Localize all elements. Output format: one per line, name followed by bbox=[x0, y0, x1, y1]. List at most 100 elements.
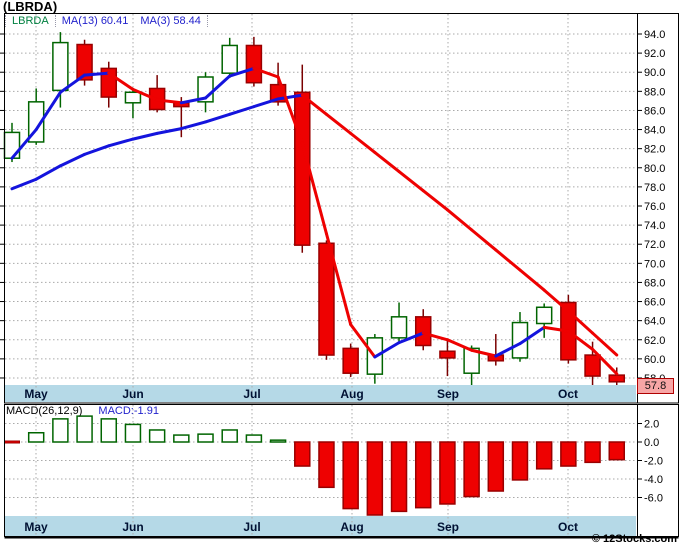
macd-bar bbox=[269, 439, 287, 443]
candle bbox=[76, 39, 93, 86]
price-axis-label: 72.0 bbox=[644, 239, 665, 251]
ma13-label: MA(13) bbox=[61, 15, 98, 27]
page-title: (LBRDA) bbox=[3, 0, 58, 14]
macd-bars bbox=[4, 415, 625, 516]
price-axis-label: 94.0 bbox=[644, 29, 665, 41]
price-legend: LBRDA MA(13) 60.41 MA(3) 58.44 bbox=[5, 15, 208, 27]
candle bbox=[245, 36, 263, 87]
macd-bar bbox=[197, 433, 214, 443]
price-axis-label: 90.0 bbox=[644, 67, 665, 79]
month-label: Aug bbox=[340, 520, 363, 534]
candles bbox=[3, 32, 625, 385]
macd-panel-border bbox=[4, 404, 679, 537]
month-label: May bbox=[24, 387, 48, 401]
macd-bar bbox=[463, 441, 480, 498]
price-axis-label: 92.0 bbox=[644, 48, 665, 60]
month-label: Sep bbox=[437, 520, 459, 534]
last-price-tag: 57.8 bbox=[637, 378, 674, 394]
price-month-strip bbox=[5, 385, 636, 402]
price-axis-label: 88.0 bbox=[644, 86, 665, 98]
macd-value-label: MACD:-1.91 bbox=[98, 405, 159, 417]
candle bbox=[390, 302, 408, 344]
macd-bar bbox=[608, 441, 625, 461]
price-axis-label: 68.0 bbox=[644, 277, 665, 289]
ma3-label: MA(3) bbox=[140, 15, 171, 27]
price-axis-label: 84.0 bbox=[644, 125, 665, 137]
macd-bar bbox=[148, 429, 166, 443]
candle bbox=[52, 32, 69, 108]
price-axis-label: 78.0 bbox=[644, 182, 665, 194]
candle bbox=[366, 334, 384, 384]
macd-legend: MACD(26,12,9) MACD:-1.91 bbox=[6, 405, 159, 417]
price-axis-label: 82.0 bbox=[644, 144, 665, 156]
macd-bar bbox=[27, 432, 45, 443]
month-label: Jul bbox=[243, 387, 260, 401]
price-axis-label: 80.0 bbox=[644, 163, 665, 175]
candle bbox=[342, 343, 359, 378]
month-label: Oct bbox=[558, 387, 578, 401]
price-axis-label: 86.0 bbox=[644, 105, 665, 117]
price-axis-label: 76.0 bbox=[644, 201, 665, 213]
macd-bar bbox=[294, 441, 311, 467]
ma3-value: 58.44 bbox=[173, 15, 201, 27]
candle bbox=[511, 312, 529, 362]
price-axis-label: 66.0 bbox=[644, 297, 665, 309]
month-label: Jun bbox=[122, 387, 143, 401]
month-label: Aug bbox=[340, 387, 363, 401]
macd-bar bbox=[124, 423, 142, 443]
macd-bar bbox=[173, 434, 190, 443]
macd-bar bbox=[584, 441, 601, 464]
macd-axis-label: -2.0 bbox=[644, 456, 663, 468]
month-label: Jun bbox=[122, 520, 143, 534]
macd-bar bbox=[221, 429, 238, 443]
macd-axis-label: 2.0 bbox=[644, 419, 659, 431]
price-axis-label: 74.0 bbox=[644, 220, 665, 232]
candle bbox=[535, 303, 553, 338]
macd-bar bbox=[245, 434, 263, 443]
price-panel-border bbox=[4, 13, 679, 404]
macd-bar bbox=[414, 441, 432, 509]
month-label: Sep bbox=[437, 387, 459, 401]
macd-bar bbox=[560, 441, 577, 467]
macd-params-label: MACD(26,12,9) bbox=[6, 405, 83, 417]
macd-bar bbox=[4, 440, 20, 444]
month-label: Oct bbox=[558, 520, 578, 534]
macd-bar bbox=[76, 415, 93, 443]
candle bbox=[100, 61, 118, 108]
candle bbox=[463, 345, 480, 385]
price-axis-label: 70.0 bbox=[644, 258, 665, 270]
macd-bar bbox=[100, 418, 118, 443]
copyright-label: © 12Stocks.com bbox=[591, 533, 677, 545]
macd-bar bbox=[487, 441, 505, 492]
ma13-value: 60.41 bbox=[100, 15, 129, 27]
candle bbox=[487, 334, 505, 366]
candle bbox=[414, 309, 432, 351]
month-label: Jul bbox=[243, 520, 260, 534]
macd-bar bbox=[52, 418, 69, 443]
ma-legend: MA(13) 60.41 MA(3) 58.44 bbox=[56, 15, 208, 27]
price-axis-label: 64.0 bbox=[644, 316, 665, 328]
macd-bar bbox=[318, 441, 335, 489]
macd-bar bbox=[535, 441, 553, 470]
macd-bar bbox=[342, 441, 359, 510]
macd-axis-label: 0.0 bbox=[644, 437, 659, 449]
ma13-line bbox=[10, 93, 619, 357]
candle bbox=[148, 75, 166, 113]
candle bbox=[439, 339, 456, 377]
macd-bar bbox=[439, 441, 456, 505]
candle bbox=[124, 88, 142, 119]
symbol-label: LBRDA bbox=[5, 15, 56, 27]
price-axis-label: 62.0 bbox=[644, 335, 665, 347]
macd-bar bbox=[366, 441, 384, 516]
candle bbox=[318, 240, 335, 360]
macd-axis-label: -4.0 bbox=[644, 474, 663, 486]
month-label: May bbox=[24, 520, 48, 534]
price-axis-label: 60.0 bbox=[644, 354, 665, 366]
ma3-line bbox=[10, 66, 619, 376]
macd-month-strip bbox=[5, 516, 636, 536]
macd-axis-label: -6.0 bbox=[644, 493, 663, 505]
macd-bar bbox=[390, 441, 408, 513]
candle bbox=[221, 37, 238, 78]
